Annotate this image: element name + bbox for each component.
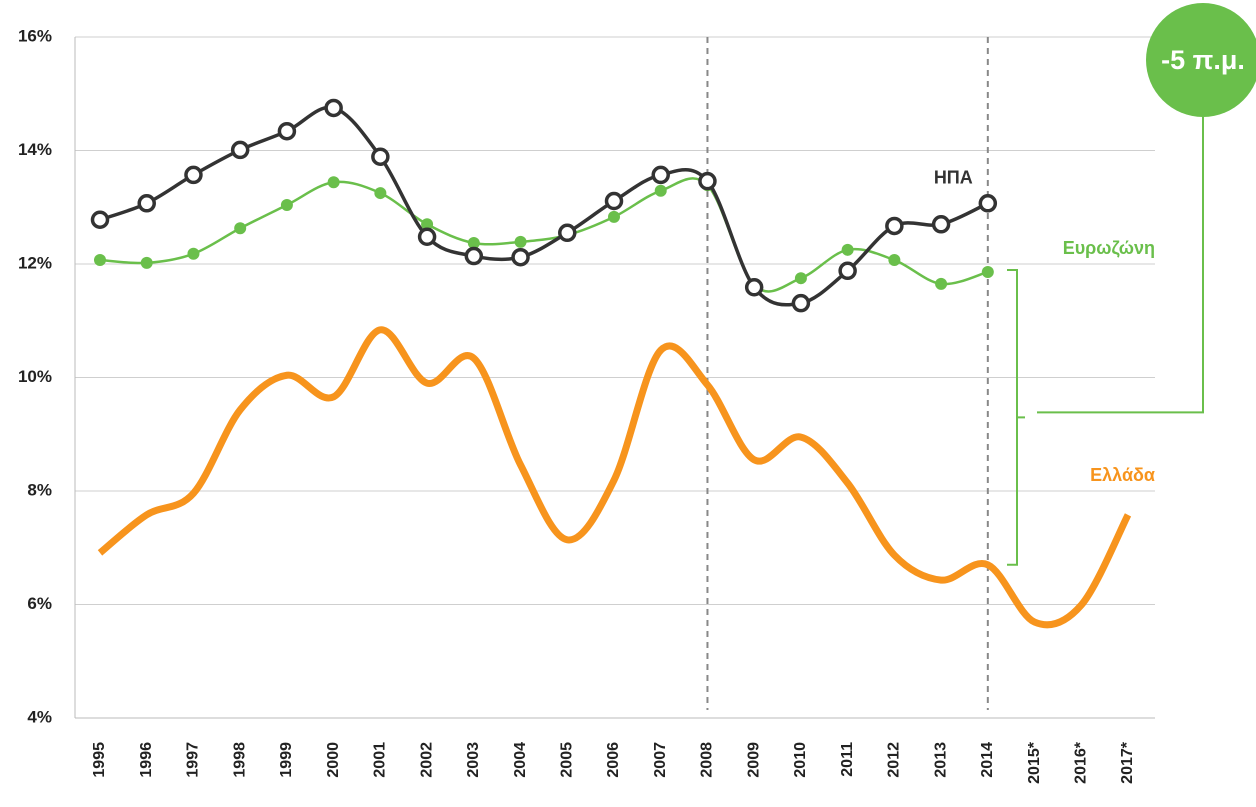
- marker: [421, 218, 434, 231]
- marker: [94, 254, 106, 267]
- marker: [374, 187, 387, 200]
- x-tick-label: 2016*: [1072, 741, 1089, 784]
- marker: [791, 293, 811, 313]
- marker: [467, 237, 480, 250]
- y-tick-label: 4%: [27, 707, 52, 726]
- marker: [327, 176, 340, 189]
- x-tick-label: 2003: [465, 742, 482, 778]
- annotation-bubble: [1146, 3, 1256, 117]
- marker: [931, 215, 951, 234]
- marker: [841, 243, 854, 256]
- x-tick-label: 2002: [418, 742, 435, 778]
- marker: [277, 121, 297, 141]
- x-tick-label: 2007: [652, 742, 669, 778]
- marker: [137, 194, 156, 213]
- y-tick-label: 16%: [18, 26, 52, 45]
- x-tick-label: 2012: [886, 742, 903, 778]
- marker: [280, 198, 293, 211]
- x-tick-label: 2014: [979, 742, 996, 778]
- annotation: -5 π.μ.: [1161, 45, 1245, 75]
- x-tick-label: 2006: [605, 742, 622, 778]
- x-tick-label: 1996: [138, 742, 155, 778]
- marker: [654, 184, 667, 197]
- x-tick-label: 1995: [91, 742, 108, 778]
- x-tick-label: 2004: [512, 742, 529, 778]
- series-line: [97, 326, 1132, 629]
- marker: [981, 265, 994, 278]
- marker: [651, 165, 670, 185]
- series-label: Ευρωζώνη: [1063, 238, 1155, 259]
- marker: [464, 246, 484, 266]
- y-tick-label: 10%: [18, 367, 52, 386]
- x-tick-label: 1999: [278, 742, 295, 778]
- marker: [744, 278, 764, 297]
- x-tick-label: 2009: [745, 742, 762, 778]
- marker: [514, 235, 527, 248]
- series-label: ΗΠΑ: [934, 167, 973, 187]
- y-tick-label: 6%: [27, 594, 52, 613]
- marker: [187, 247, 200, 260]
- marker: [978, 194, 998, 213]
- x-tick-label: 2001: [372, 742, 389, 778]
- marker: [608, 210, 620, 223]
- marker: [698, 171, 717, 191]
- marker: [558, 223, 577, 243]
- x-tick-label: 2010: [792, 742, 809, 778]
- marker: [140, 256, 153, 269]
- marker: [794, 272, 807, 285]
- marker: [371, 147, 390, 166]
- connector: [1037, 117, 1204, 414]
- marker: [90, 210, 110, 229]
- marker: [324, 98, 343, 118]
- marker: [935, 277, 948, 290]
- bracket: [1007, 268, 1025, 566]
- x-tick-label: 2011: [839, 742, 856, 777]
- x-tick-label: 1997: [185, 742, 202, 778]
- marker: [511, 247, 530, 267]
- marker: [234, 222, 247, 235]
- y-tick-label: 14%: [18, 140, 52, 159]
- y-tick-label: 8%: [27, 480, 52, 499]
- x-tick-label: 2008: [699, 742, 716, 778]
- marker: [885, 216, 904, 236]
- x-tick-label: 1998: [231, 742, 248, 778]
- marker: [230, 140, 250, 160]
- x-tick-label: 2017*: [1119, 741, 1136, 784]
- series-label: Ελλάδα: [1090, 465, 1155, 485]
- x-tick-label: 2015*: [1026, 741, 1043, 784]
- marker: [838, 261, 857, 281]
- marker: [417, 227, 437, 247]
- x-tick-label: 2013: [932, 742, 949, 778]
- series-line: [99, 177, 989, 293]
- x-tick-label: 2005: [558, 742, 575, 778]
- marker: [888, 254, 901, 267]
- x-tick-label: 2000: [325, 742, 342, 778]
- marker: [184, 165, 203, 185]
- y-tick-label: 12%: [18, 253, 52, 272]
- marker: [604, 191, 624, 211]
